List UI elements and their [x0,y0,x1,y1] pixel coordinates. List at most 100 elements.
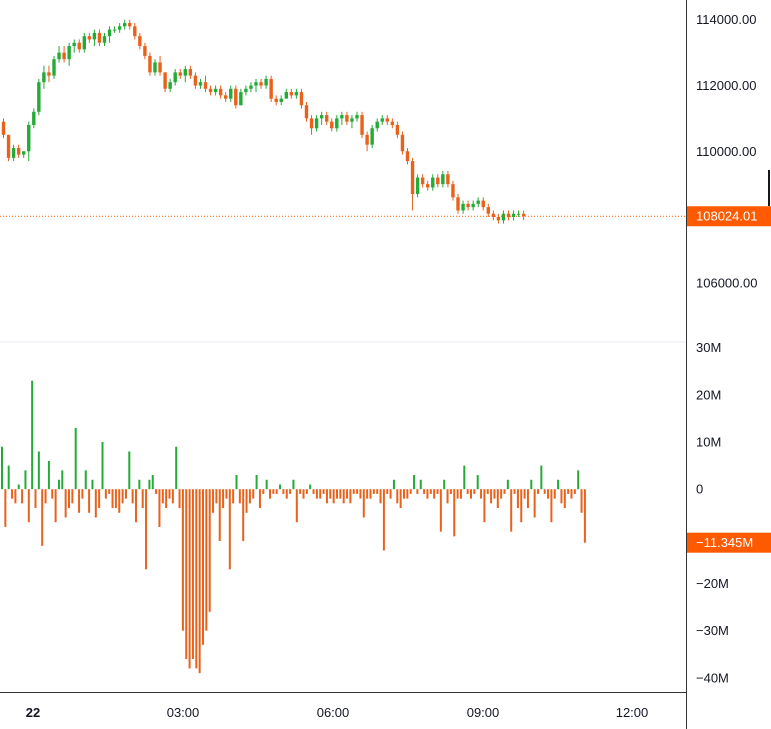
volume-bar[interactable] [362,489,365,518]
volume-bar[interactable] [235,475,238,490]
volume-bar[interactable] [463,465,466,490]
candle[interactable] [208,85,213,96]
volume-bar[interactable] [68,489,70,509]
volume-bar[interactable] [272,489,275,494]
volume-bar[interactable] [456,489,459,499]
volume-bar[interactable] [178,489,181,509]
volume-bar[interactable] [269,489,271,499]
candle[interactable] [350,115,354,129]
volume-bar[interactable] [433,489,436,499]
volume-bar[interactable] [466,489,469,494]
candle[interactable] [198,78,203,89]
candle[interactable] [117,23,122,33]
volume-bar[interactable] [225,489,228,499]
volume-bar[interactable] [389,489,392,499]
candle[interactable] [133,23,137,40]
candle[interactable] [52,55,56,79]
volume-bar[interactable] [292,479,295,490]
volume-bar[interactable] [470,489,472,499]
volume-bar[interactable] [446,489,449,504]
volume-bar[interactable] [406,489,409,499]
volume-bar[interactable] [319,489,322,499]
volume-bar[interactable] [356,489,359,494]
volume-bar[interactable] [98,489,101,509]
volume-bar[interactable] [332,489,335,504]
candle[interactable] [148,52,152,76]
volume-bar[interactable] [396,489,399,504]
candle[interactable] [375,118,379,132]
volume-bar[interactable] [305,489,308,494]
candle[interactable] [426,180,430,191]
volume-bar[interactable] [366,489,369,499]
volume-bar[interactable] [376,489,379,494]
volume-bar[interactable] [557,479,560,490]
volume-bar[interactable] [336,489,338,499]
volume-bar[interactable] [128,451,131,490]
volume-bar[interactable] [416,489,419,494]
volume-bar[interactable] [315,489,318,499]
volume-bar[interactable] [540,465,543,490]
volume-bar[interactable] [11,489,14,499]
volume-bar[interactable] [299,489,302,494]
price-axis[interactable]: 114000.00 112000.00 110000.00 106000.00 1080… [687,12,771,290]
candle[interactable] [62,46,66,63]
candle[interactable] [193,72,198,89]
volume-bar[interactable] [580,489,583,513]
candle[interactable] [330,118,334,132]
volume-bar[interactable] [443,479,446,490]
volume-bar[interactable] [188,489,191,669]
volume-bar[interactable] [506,479,509,490]
candle[interactable] [456,194,460,214]
volume-bar[interactable] [34,489,37,509]
volume-bar[interactable] [131,489,134,504]
candle[interactable] [67,42,71,66]
candle[interactable] [72,39,76,53]
volume-bar[interactable] [346,489,349,499]
volume-bar[interactable] [17,484,20,490]
candle[interactable] [112,26,117,33]
candle[interactable] [279,95,283,106]
volume-bar[interactable] [533,489,536,518]
candle[interactable] [183,65,187,83]
volume-bar[interactable] [124,489,127,499]
candle[interactable] [496,213,501,224]
candle[interactable] [234,85,238,109]
candle[interactable] [451,180,455,201]
candle[interactable] [259,78,263,89]
candle[interactable] [431,174,435,191]
candle[interactable] [123,19,127,30]
volume-bar[interactable] [352,489,355,494]
candle[interactable] [77,39,81,53]
candle[interactable] [340,111,344,125]
volume-bar[interactable] [121,489,124,504]
volume-bar[interactable] [429,489,432,494]
volume-bar[interactable] [289,489,292,494]
volume-bar[interactable] [37,451,40,490]
candle[interactable] [274,95,278,106]
candle[interactable] [203,75,208,93]
volume-bar[interactable] [409,489,412,494]
volume-bar[interactable] [503,489,506,494]
volume-bar[interactable] [7,465,10,490]
volume-bar[interactable] [141,489,144,509]
volume-bar[interactable] [490,489,493,504]
candle[interactable] [264,75,268,89]
volume-bar[interactable] [369,489,372,499]
volume-bar[interactable] [148,479,151,490]
volume-bar[interactable] [175,446,178,490]
candle[interactable] [32,108,36,129]
volume-bar[interactable] [168,489,171,499]
volume-bar[interactable] [258,489,261,509]
volume-bar[interactable] [104,489,107,499]
candle[interactable] [476,197,480,208]
volume-bar[interactable] [238,489,241,504]
volume-bar[interactable] [510,489,513,532]
volume-bar[interactable] [419,479,422,490]
volume-delta-pane[interactable] [1,380,586,674]
volume-bar[interactable] [14,489,17,504]
price-pane[interactable] [0,19,686,224]
volume-bar[interactable] [64,489,67,518]
candle[interactable] [47,65,51,83]
candle[interactable] [107,26,112,43]
